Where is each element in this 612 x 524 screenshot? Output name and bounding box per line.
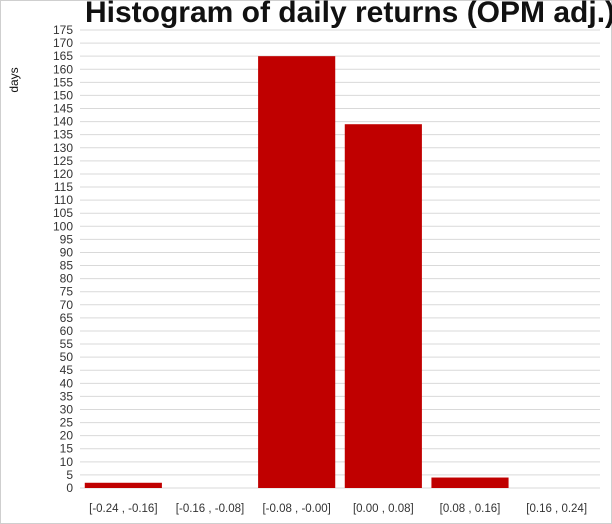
y-tick-label: 50 (60, 350, 74, 364)
y-tick-label: 0 (66, 481, 73, 495)
histogram-bar (431, 477, 509, 488)
y-tick-label: 110 (54, 193, 73, 207)
y-tick-label: 60 (60, 324, 74, 338)
y-tick-label: 85 (60, 259, 74, 273)
y-tick-label: 10 (60, 455, 74, 469)
x-category-label: [0.08 , 0.16] (440, 503, 501, 515)
y-tick-label: 100 (53, 219, 73, 233)
y-tick-label: 140 (53, 115, 73, 129)
y-tick-label: 160 (53, 62, 73, 76)
y-tick-label: 115 (54, 180, 73, 194)
y-tick-label: 135 (53, 128, 73, 142)
y-tick-label: 150 (53, 88, 73, 102)
x-category-label: [0.16 , 0.24] (526, 503, 587, 515)
y-tick-label: 165 (53, 49, 73, 63)
y-tick-label: 75 (60, 285, 74, 299)
y-tick-label: 5 (66, 468, 73, 482)
x-category-label: [-0.24 , -0.16] (89, 503, 157, 515)
y-tick-label: 95 (60, 232, 74, 246)
y-tick-label: 30 (60, 402, 74, 416)
y-axis-label: days (7, 67, 21, 92)
x-category-label: [-0.16 , -0.08] (176, 503, 244, 515)
x-category-label: [-0.08 , -0.00] (262, 503, 330, 515)
x-axis-categories: [-0.24 , -0.16] [-0.16 , -0.08] [-0.08 , -… (89, 503, 587, 515)
y-tick-label: 45 (60, 363, 74, 377)
y-tick-label: 155 (53, 75, 73, 89)
y-tick-label: 130 (53, 141, 73, 155)
y-tick-label: 170 (53, 36, 73, 50)
chart-title: Histogram of daily returns (OPM adj.) (85, 0, 612, 29)
gridlines (80, 29, 600, 489)
y-tick-label: 145 (53, 102, 73, 116)
y-tick-label: 90 (60, 245, 74, 259)
y-tick-label: 20 (60, 429, 74, 443)
y-tick-label: 70 (60, 298, 74, 312)
x-category-label: [0.00 , 0.08] (353, 503, 414, 515)
histogram-bar (344, 124, 422, 489)
y-tick-label: 65 (60, 311, 74, 325)
bars (84, 56, 509, 489)
y-tick-label: 125 (53, 154, 73, 168)
histogram-bar (84, 482, 162, 488)
histogram-bar (258, 56, 336, 489)
y-tick-label: 35 (60, 389, 74, 403)
y-tick-label: 25 (60, 416, 74, 430)
y-tick-label: 80 (60, 272, 74, 286)
y-tick-label: 15 (60, 442, 74, 456)
y-axis-ticks: 0510152025303540455055606570758085909510… (53, 23, 73, 495)
y-tick-label: 40 (60, 376, 74, 390)
y-tick-label: 175 (53, 23, 73, 37)
y-tick-label: 55 (60, 337, 74, 351)
y-tick-label: 120 (53, 167, 73, 181)
y-tick-label: 105 (53, 206, 73, 220)
